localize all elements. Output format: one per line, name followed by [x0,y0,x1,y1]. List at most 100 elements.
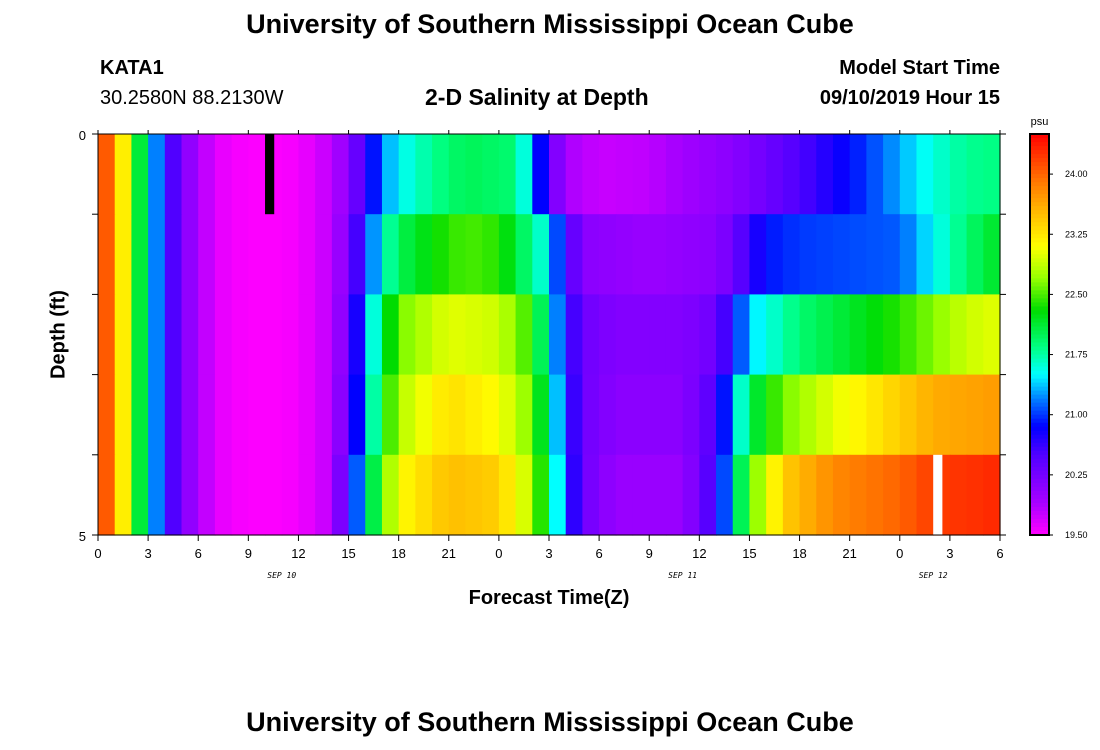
x-tick-label: 6 [595,546,602,561]
heatmap-cell [649,374,667,456]
x-tick-label: 6 [195,546,202,561]
heatmap-cell [148,134,166,215]
heatmap-cell [515,454,533,536]
heatmap-cell [849,294,867,376]
colorbar-segment [1030,482,1049,488]
heatmap-cell [348,294,366,376]
heatmap-cell [849,134,867,215]
heatmap-cell [432,294,450,376]
heatmap-cell [532,134,550,215]
colorbar-segment [1030,270,1049,275]
heatmap-cell [298,294,316,376]
colorbar-segment [1030,402,1049,408]
colorbar-segment [1030,182,1049,187]
heatmap-cell [381,374,400,456]
x-tick-label: 3 [545,546,552,561]
heatmap-cell [532,214,550,295]
heatmap-cell [465,454,483,536]
colorbar-segment [1030,510,1049,516]
heatmap-cell [983,294,1001,376]
heatmap-cell [549,294,567,376]
heatmap-cell [632,374,650,456]
colorbar: 24.00 23.25 22.50 21.75 21.00 20.25 19.50 [1029,133,1088,540]
model-start-value: 09/10/2019 Hour 15 [819,87,1000,109]
heatmap-cell [749,134,767,215]
colorbar-segment [1030,374,1049,380]
data-markers [265,134,943,535]
colorbar-segment [1030,358,1049,364]
heatmap-cell [532,374,550,456]
heatmap-cell [799,214,817,295]
heatmap-cell [415,454,433,536]
colorbar-segment [1030,202,1049,207]
heatmap-cell [281,134,300,215]
heatmap-cell [498,294,517,376]
heatmap-cell [265,214,283,295]
heatmap-cell [482,454,500,536]
colorbar-segment [1030,170,1049,175]
colorbar-tick-label: 19.50 [1065,530,1088,540]
heatmap-cell [98,134,116,215]
heatmap-cell [649,294,667,376]
heatmap-cell [565,294,583,376]
heatmap-cell [231,454,249,536]
heatmap-cell [599,454,617,536]
heatmap-cell [966,134,984,215]
heatmap-cell [398,374,416,456]
colorbar-segment [1030,518,1049,524]
colorbar-segment [1030,282,1049,287]
colorbar-segment [1030,134,1049,139]
heatmap-cell [716,134,734,215]
colorbar-segment [1030,154,1049,159]
colorbar-segment [1030,290,1049,295]
heatmap-cell [131,454,149,536]
heatmap-cell [181,134,199,215]
heatmap-cell [432,374,450,456]
x-axis-title: Forecast Time(Z) [469,587,630,609]
heatmap-cell [582,294,600,376]
heatmap-cell [98,454,116,536]
heatmap-cell [131,294,149,376]
heatmap-cell [899,454,918,536]
heatmap-cell [949,454,968,536]
heatmap-cell [849,374,867,456]
heatmap-cell [716,374,734,456]
x-tick-label: 21 [442,546,456,561]
heatmap-cell [866,454,884,536]
heatmap-cell [398,454,416,536]
heatmap-cell [849,454,867,536]
colorbar-segment [1030,378,1049,384]
heatmap-cell [665,294,684,376]
colorbar-segment [1030,190,1049,195]
heatmap-cell [198,294,216,376]
colorbar-segment [1030,406,1049,412]
colorbar-segment [1030,474,1049,480]
heatmap-cell [983,214,1001,295]
heatmap-cell [716,454,734,536]
x-tick-label: 18 [792,546,806,561]
heatmap-cell [933,294,951,376]
heatmap-cell [248,374,266,456]
heatmap-cell [883,214,901,295]
heatmap-cell [148,214,166,295]
heatmap-cell [381,214,400,295]
heatmap-cell [298,454,316,536]
heatmap-cell [432,134,450,215]
heatmap-cell [782,374,801,456]
colorbar-segment [1030,262,1049,267]
heatmap-cell [766,374,784,456]
colorbar-segment [1030,138,1049,143]
station-coordinates: 30.2580N 88.2130W [100,87,284,109]
colorbar-segment [1030,274,1049,279]
colorbar-segment [1030,166,1049,171]
colorbar-segment [1030,258,1049,263]
colorbar-segment [1030,230,1049,235]
heatmap-cell [582,374,600,456]
colorbar-segment [1030,438,1049,444]
heatmap-cell [665,374,684,456]
heatmap-cell [131,214,149,295]
heatmap-cell [549,214,567,295]
heatmap-cell [832,294,851,376]
heatmap-cell [181,454,199,536]
heatmap-cell [148,374,166,456]
